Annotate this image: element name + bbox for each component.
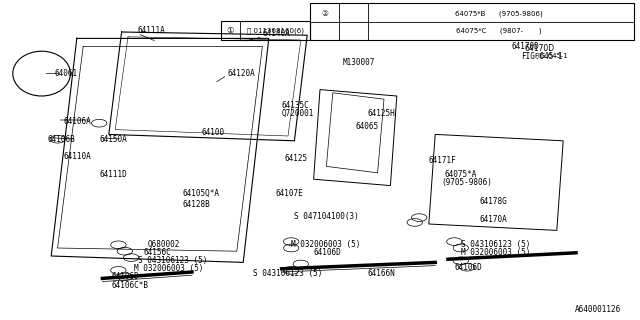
Text: 64106A: 64106A	[64, 117, 92, 126]
Text: S 047104100(3): S 047104100(3)	[294, 212, 359, 220]
Text: 64150A: 64150A	[99, 135, 127, 144]
Text: 64075*C      (9807-       ): 64075*C (9807- )	[456, 28, 542, 34]
Text: 64178G: 64178G	[480, 197, 508, 206]
Text: 64135C: 64135C	[282, 101, 309, 110]
Text: 64171F: 64171F	[429, 156, 456, 164]
Text: 64170D: 64170D	[525, 44, 555, 52]
Text: 64156C: 64156C	[144, 248, 172, 257]
Text: 64106D: 64106D	[112, 272, 140, 281]
Text: M 032006003 (5): M 032006003 (5)	[291, 240, 360, 249]
Text: 64140A: 64140A	[262, 29, 290, 38]
Text: A640001126: A640001126	[575, 305, 621, 314]
Text: 64100: 64100	[202, 128, 225, 137]
Text: 64075*B      (9705-9806): 64075*B (9705-9806)	[455, 10, 543, 17]
Text: ①: ①	[227, 26, 234, 35]
Text: 64120A: 64120A	[227, 69, 255, 78]
Text: 64075*A: 64075*A	[445, 170, 477, 179]
Text: (9705-9806): (9705-9806)	[442, 178, 492, 187]
Text: S 043106123 (5): S 043106123 (5)	[461, 240, 530, 249]
Text: 64106D: 64106D	[454, 263, 482, 272]
Text: FIG.645-1: FIG.645-1	[534, 53, 568, 59]
Text: 64125: 64125	[285, 154, 308, 163]
Text: Q680002: Q680002	[147, 240, 180, 249]
Text: M 032006003 (5): M 032006003 (5)	[461, 248, 530, 257]
Text: 64065: 64065	[355, 122, 378, 131]
Text: 64166N: 64166N	[368, 269, 396, 278]
Text: FIG.645-1: FIG.645-1	[522, 52, 563, 60]
Text: 64111D: 64111D	[99, 170, 127, 179]
Text: 64128B: 64128B	[182, 200, 210, 209]
Text: M 032006003 (5): M 032006003 (5)	[134, 264, 204, 273]
Text: 64105Q*A: 64105Q*A	[182, 189, 220, 198]
Text: S 043106123 (5): S 043106123 (5)	[138, 256, 207, 265]
Text: 64061: 64061	[54, 69, 77, 78]
Text: 64111A: 64111A	[138, 26, 165, 35]
Text: 64110A: 64110A	[64, 152, 92, 161]
Text: Ⓑ 011308160(6): Ⓑ 011308160(6)	[246, 27, 304, 34]
Text: 64125H: 64125H	[368, 109, 396, 118]
Text: 64170D: 64170D	[512, 42, 540, 51]
Text: 64106C*B: 64106C*B	[112, 281, 149, 290]
Text: 64170A: 64170A	[480, 215, 508, 224]
Text: 64107E: 64107E	[275, 189, 303, 198]
Text: 64106D: 64106D	[314, 248, 341, 257]
Text: ②: ②	[321, 9, 328, 18]
Text: S 043106123 (5): S 043106123 (5)	[253, 269, 322, 278]
Text: 64106B: 64106B	[48, 135, 76, 144]
Text: M130007: M130007	[342, 58, 375, 67]
Text: Q720001: Q720001	[282, 109, 314, 118]
